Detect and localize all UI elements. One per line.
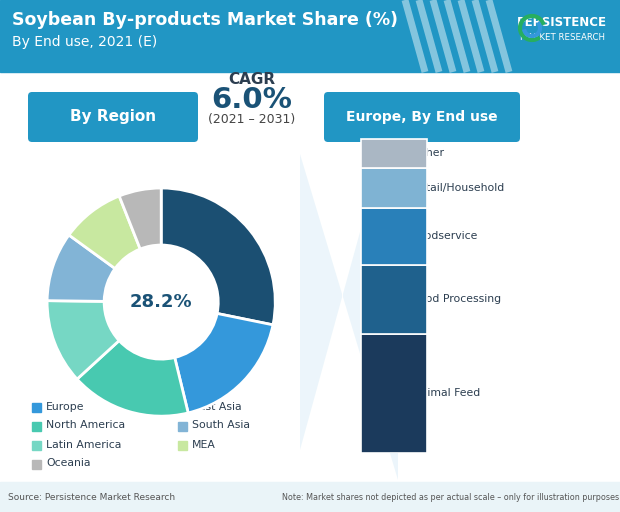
Bar: [32, 441, 41, 450]
Bar: [400, 184, 409, 193]
Wedge shape: [77, 340, 188, 416]
Bar: [360, 334, 427, 453]
Text: CAGR: CAGR: [228, 73, 275, 88]
Bar: [400, 390, 409, 398]
FancyBboxPatch shape: [324, 92, 520, 142]
Text: South Asia: South Asia: [192, 420, 250, 431]
FancyBboxPatch shape: [28, 92, 198, 142]
Wedge shape: [175, 313, 273, 413]
Wedge shape: [161, 188, 275, 325]
Text: Soybean By-products Market Share (%): Soybean By-products Market Share (%): [12, 11, 398, 29]
Text: Food Processing: Food Processing: [413, 294, 501, 304]
Bar: [32, 403, 41, 412]
Text: (2021 – 2031): (2021 – 2031): [208, 114, 296, 126]
Text: By End use, 2021 (E): By End use, 2021 (E): [12, 35, 157, 49]
Bar: [400, 232, 409, 242]
Text: Europe: Europe: [46, 401, 84, 412]
Wedge shape: [47, 301, 119, 379]
Bar: [360, 139, 427, 167]
Text: 28.2%: 28.2%: [130, 293, 193, 311]
Text: Foodservice: Foodservice: [413, 231, 479, 241]
Bar: [400, 295, 409, 305]
Text: MEA: MEA: [192, 439, 216, 450]
Bar: [32, 422, 41, 431]
Bar: [0, 0, 620, 72]
Bar: [0, 482, 620, 512]
Text: PERSISTENCE: PERSISTENCE: [517, 15, 607, 29]
Wedge shape: [119, 188, 161, 249]
Bar: [178, 441, 187, 450]
Bar: [32, 460, 41, 469]
Bar: [400, 150, 409, 159]
Text: MARKET RESEARCH: MARKET RESEARCH: [520, 32, 604, 41]
Text: Europe, By End use: Europe, By End use: [346, 110, 498, 124]
Bar: [360, 265, 427, 334]
Bar: [178, 403, 187, 412]
Text: Animal Feed: Animal Feed: [413, 388, 480, 398]
Bar: [360, 208, 427, 265]
Bar: [178, 422, 187, 431]
Wedge shape: [47, 235, 115, 302]
Text: Retail/Household: Retail/Household: [413, 182, 505, 193]
Text: Note: Market shares not depicted as per actual scale – only for illustration pur: Note: Market shares not depicted as per …: [282, 493, 619, 501]
Text: Source: Persistence Market Research: Source: Persistence Market Research: [8, 493, 175, 501]
Polygon shape: [300, 94, 398, 480]
Text: By Region: By Region: [70, 110, 156, 124]
Text: Oceania: Oceania: [46, 459, 91, 468]
Text: 6.0%: 6.0%: [211, 86, 293, 114]
Bar: [360, 167, 427, 208]
Wedge shape: [69, 196, 140, 269]
Text: North America: North America: [46, 420, 125, 431]
Text: Other: Other: [413, 148, 444, 158]
Text: Latin America: Latin America: [46, 439, 122, 450]
Text: East Asia: East Asia: [192, 401, 242, 412]
